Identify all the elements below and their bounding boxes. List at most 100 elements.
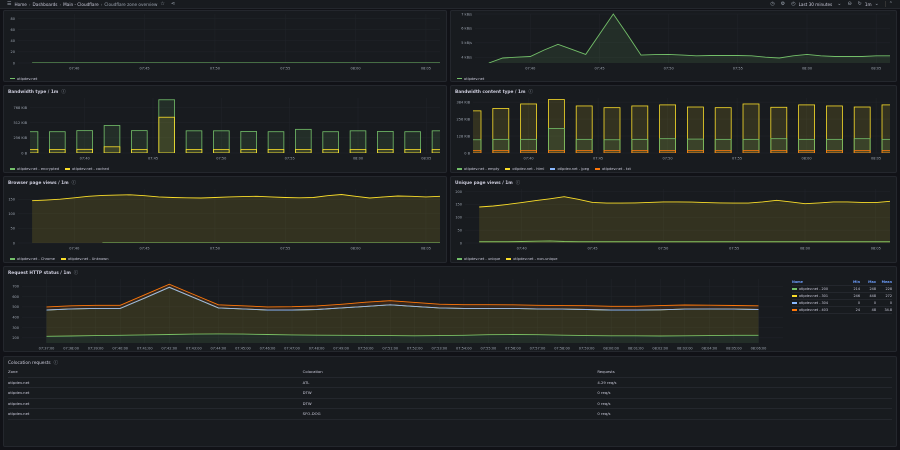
bar <box>431 130 440 153</box>
x-tick-label: 07:50 <box>210 247 220 251</box>
y-tick-label: 0 <box>13 61 15 65</box>
chevron-down-icon[interactable]: ⌄ <box>837 1 842 7</box>
chart-svg: 0 50 100 150 200 07:40 07:45 07:50 07:55 08:00 08:… <box>455 189 890 251</box>
legend-label: otlpdev.net - Unknown <box>67 257 109 261</box>
series-area <box>479 196 890 243</box>
legend-swatch <box>60 258 66 260</box>
bar <box>714 107 732 153</box>
x-tick-label: 07:55 <box>732 157 742 161</box>
zoom-out-icon[interactable]: ⊖ <box>847 1 852 7</box>
legend-name: otlpdev.net - 301 <box>792 294 844 298</box>
menu-icon[interactable]: ☰ <box>7 1 12 7</box>
legend-col-name[interactable]: Name <box>792 280 803 284</box>
legend-item[interactable]: otlpdev.net - Chrome <box>10 257 55 261</box>
legend-item[interactable]: otlpdev.net - cached <box>65 167 109 171</box>
legend-label: otlpdev.net - html <box>512 167 545 171</box>
time-range-picker[interactable]: Last 30 minutes <box>798 1 833 7</box>
breadcrumb-folder[interactable]: Main - Cloudflare <box>63 1 99 7</box>
bar <box>853 138 871 153</box>
x-tick-label: 08:05 <box>871 247 881 251</box>
chevron-up-icon[interactable]: ⌃ <box>884 1 893 7</box>
x-tick-label: 07:37:00 <box>39 347 55 351</box>
info-icon[interactable]: ⓘ <box>515 181 521 186</box>
column-header-colocation[interactable]: Colocation <box>302 369 323 375</box>
x-tick-label: 07:57:00 <box>530 347 546 351</box>
legend-item[interactable]: otlpdev.net <box>10 77 37 81</box>
x-tick-label: 07:55 <box>280 67 290 71</box>
legend-col-max[interactable]: Max <box>868 280 876 284</box>
legend-col-mean[interactable]: Mean <box>881 280 892 284</box>
legend-item[interactable]: otlpdev.net - empty <box>457 167 499 171</box>
breadcrumb-dashboards[interactable]: Dashboards <box>32 1 58 7</box>
refresh-interval-picker[interactable]: 1m <box>864 1 872 7</box>
x-tick-label: 07:52:00 <box>407 347 423 351</box>
legend-item[interactable]: otlpdev.net - html <box>505 167 544 171</box>
bar <box>770 150 788 153</box>
settings-icon[interactable]: ⚙ <box>780 1 786 7</box>
legend-item[interactable]: otlpdev.net <box>457 77 484 81</box>
x-tick-label: 08:05 <box>421 157 431 161</box>
x-tick-label: 07:48:00 <box>309 347 325 351</box>
y-tick-label: 150 <box>455 203 462 207</box>
legend-item[interactable]: otlpdev.net - encrypted <box>10 167 59 171</box>
chart-svg: 200 300 400 500 600 700 07:37:00 07:38:00 07:39:… <box>12 279 783 351</box>
bar <box>687 138 704 153</box>
share-icon[interactable]: ⋖ <box>170 1 176 7</box>
panel-bandwidth-content-type: Bandwidth content type / 1m ⓘ 0 B 128 KiB 2… <box>450 85 897 173</box>
legend-label: otlpdev.net - jpeg <box>557 167 590 171</box>
legend-max: 48 <box>871 308 876 312</box>
y-tick-label: 512 KiB <box>14 121 28 125</box>
legend-col-min[interactable]: Min <box>853 280 860 284</box>
legend-swatch <box>792 302 797 304</box>
bar <box>687 106 704 153</box>
page-title: Cloudflare zone overview <box>104 1 158 7</box>
legend: otlpdev.net - unique otlpdev.net - non-un… <box>451 256 896 262</box>
panel-colocation-requests: Colocation requests ⓘ Zone Colocation Req… <box>3 356 897 447</box>
series-group <box>32 194 440 243</box>
bar <box>349 149 367 153</box>
x-tick-label: 07:40:00 <box>112 347 128 351</box>
y-tick-label: 768 KiB <box>14 106 28 110</box>
table-row: otlpdev.net ATL 4.29 req/s <box>8 378 892 388</box>
legend-item[interactable]: otlpdev.net - Unknown <box>60 257 109 261</box>
legend-item[interactable]: otlpdev.net - jpeg <box>550 167 589 171</box>
legend-row[interactable]: otlpdev.net - 403 24 48 34.8 <box>792 307 892 314</box>
breadcrumb-home[interactable]: Home <box>14 1 27 7</box>
y-tick-label: 200 <box>455 190 462 194</box>
info-icon[interactable]: ⓘ <box>528 90 533 95</box>
series-line <box>32 194 440 202</box>
legend-item[interactable]: otlpdev.net - non-unique <box>506 257 557 261</box>
x-tick-label: 08:04:00 <box>701 347 717 351</box>
legend-label: otlpdev.net - cached <box>72 167 109 171</box>
legend-item[interactable]: otlpdev.net - unique <box>457 257 500 261</box>
chevron-down-icon[interactable]: ⌄ <box>874 1 879 7</box>
bar <box>548 128 565 153</box>
x-tick-label: 07:45 <box>148 157 158 161</box>
star-icon[interactable]: ☆ <box>160 1 165 7</box>
help-icon[interactable]: ◷ <box>770 1 775 7</box>
legend-row[interactable]: otlpdev.net - 304 0 0 0 <box>792 300 892 307</box>
info-icon[interactable]: ⓘ <box>61 90 66 95</box>
table-cell: SFO-DOG <box>302 411 321 417</box>
bar <box>49 149 66 153</box>
legend-label: otlpdev.net - non-unique <box>513 257 558 261</box>
legend-row[interactable]: otlpdev.net - 200 214 248 228 <box>792 286 892 293</box>
bar <box>881 104 890 153</box>
info-icon[interactable]: ⓘ <box>53 361 58 366</box>
refresh-icon[interactable]: ↻ <box>857 1 862 7</box>
x-tick-label: 07:55 <box>285 157 295 161</box>
legend-row[interactable]: otlpdev.net - 301 246 448 272 <box>792 293 892 300</box>
column-header-zone[interactable]: Zone <box>8 369 18 375</box>
column-header-requests[interactable]: Requests <box>597 369 615 375</box>
y-tick-label: 256 KiB <box>14 136 28 140</box>
info-icon[interactable]: ⓘ <box>71 181 76 186</box>
clock-icon: ◴ <box>791 1 796 7</box>
bar <box>881 138 890 153</box>
x-tick-label: 07:50 <box>658 247 668 251</box>
panel-bandwidth: 4 kB/s 5 kB/s 6 kB/s 7 kB/s 07:40 07:45 07:50 0… <box>450 10 897 82</box>
chart-area: 0 50 100 150 07:40 07:45 07:50 07:55 08:00 08:05 <box>4 186 446 256</box>
bar <box>213 149 230 153</box>
bar <box>404 149 421 153</box>
legend-item[interactable]: otlpdev.net - txt <box>595 167 631 171</box>
info-icon[interactable]: ⓘ <box>73 271 79 276</box>
